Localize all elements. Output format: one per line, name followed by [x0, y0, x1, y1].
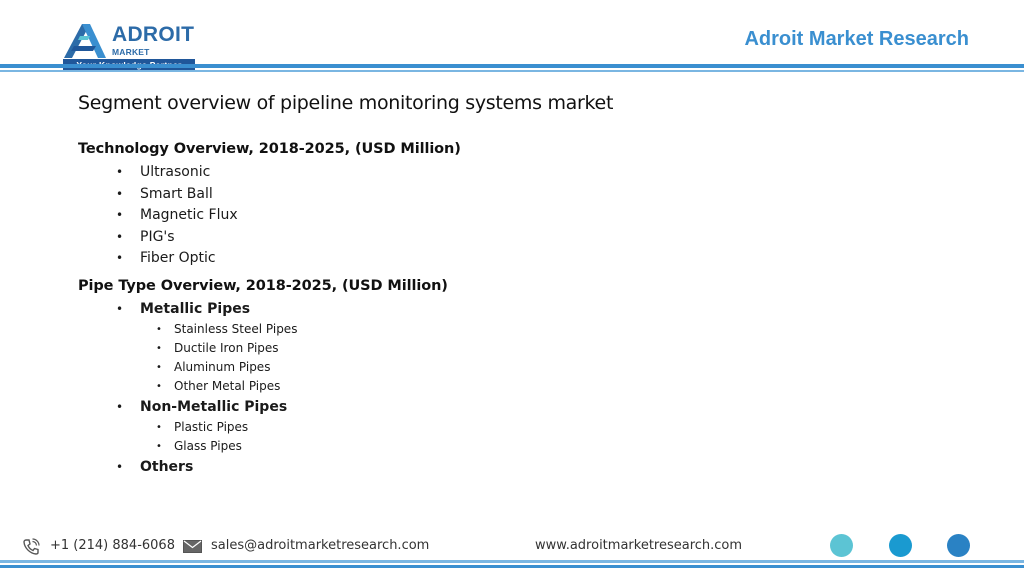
list-item: • Ultrasonic [78, 162, 238, 184]
decorative-dot [947, 534, 970, 557]
non-metallic-sublist: • Plastic Pipes • Glass Pipes [78, 418, 248, 456]
footer-email[interactable]: sales@adroitmarketresearch.com [211, 538, 430, 553]
list-item-label: PIG's [140, 228, 175, 245]
footer-phone[interactable]: +1 (214) 884-6068 [50, 538, 175, 553]
logo-mark-icon [64, 24, 106, 58]
sub-list-item: • Stainless Steel Pipes [78, 320, 297, 339]
header-divider-thin [0, 70, 1024, 72]
list-item-others: • Others [78, 457, 193, 477]
sub-list-item: • Plastic Pipes [78, 418, 248, 437]
list-item-label: Other Metal Pipes [174, 379, 281, 393]
decorative-dot [830, 534, 853, 557]
sub-list-item: • Glass Pipes [78, 437, 248, 456]
bullet: • [116, 186, 124, 201]
bullet: • [116, 165, 124, 179]
logo-name: ADROIT [112, 23, 195, 46]
bullet: • [116, 302, 124, 316]
bullet: • [116, 400, 124, 414]
pipe-type-heading: Pipe Type Overview, 2018-2025, (USD Mill… [78, 278, 448, 294]
list-item-non-metallic: • Non-Metallic Pipes [78, 397, 287, 417]
list-item-metallic: • Metallic Pipes [78, 299, 250, 319]
list-item: • Fiber Optic [78, 248, 238, 270]
technology-list: • Ultrasonic • Smart Ball • Magnetic Flux •… [78, 162, 238, 270]
list-item-label: Glass Pipes [174, 439, 242, 453]
page-title: Segment overview of pipeline monitoring … [78, 92, 614, 114]
list-item-label: Stainless Steel Pipes [174, 322, 298, 336]
list-item-label: Ultrasonic [140, 164, 211, 180]
bullet: • [156, 362, 162, 373]
sub-list-item: • Aluminum Pipes [78, 358, 297, 377]
metallic-group: • Metallic Pipes [78, 299, 250, 319]
bullet: • [116, 229, 124, 244]
technology-heading: Technology Overview, 2018-2025, (USD Mil… [78, 141, 461, 157]
sub-list-item: • Other Metal Pipes [78, 377, 297, 396]
list-item: • Smart Ball [78, 184, 238, 206]
bullet: • [156, 441, 162, 452]
bullet: • [156, 343, 162, 354]
footer-divider-thin [0, 560, 1024, 563]
sub-list-item: • Ductile Iron Pipes [78, 339, 297, 358]
bullet: • [116, 208, 124, 222]
list-item-label: Fiber Optic [140, 250, 216, 266]
footer-website[interactable]: www.adroitmarketresearch.com [535, 538, 743, 553]
list-item-label: Non-Metallic Pipes [140, 399, 288, 415]
others-group: • Others [78, 457, 193, 477]
bullet: • [116, 460, 124, 474]
bullet: • [156, 381, 162, 392]
phone-icon [23, 538, 40, 555]
brand-name: Adroit Market Research [744, 28, 969, 50]
footer-divider [0, 565, 1024, 568]
decorative-dot [889, 534, 912, 557]
list-item-label: Plastic Pipes [174, 420, 249, 434]
list-item-label: Aluminum Pipes [174, 360, 271, 374]
envelope-icon [183, 540, 202, 553]
list-item-label: Smart Ball [140, 185, 213, 202]
list-item-label: Ductile Iron Pipes [174, 341, 279, 355]
header-divider [0, 64, 1024, 68]
footer: +1 (214) 884-6068 sales@adroitmarketrese… [0, 530, 1024, 576]
list-item-label: Others [140, 459, 194, 475]
non-metallic-group: • Non-Metallic Pipes [78, 397, 287, 417]
list-item-label: Magnetic Flux [140, 207, 238, 223]
bullet: • [156, 422, 162, 433]
list-item: • Magnetic Flux [78, 205, 238, 227]
list-item-label: Metallic Pipes [140, 301, 251, 317]
list-item: • PIG's [78, 227, 238, 249]
metallic-sublist: • Stainless Steel Pipes • Ductile Iron Pip… [78, 320, 297, 396]
bullet: • [156, 324, 162, 335]
bullet: • [116, 251, 124, 265]
